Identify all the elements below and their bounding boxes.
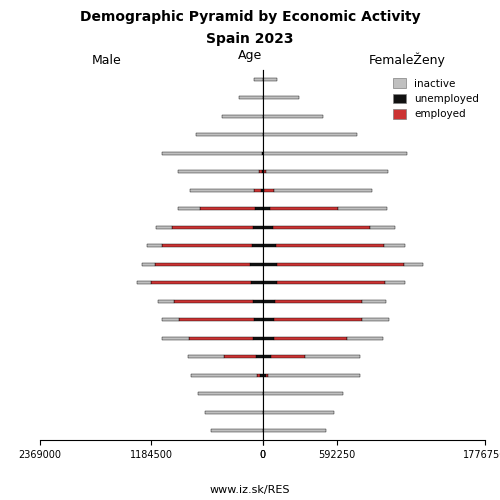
Bar	[262, 188, 264, 192]
Bar	[262, 244, 276, 248]
Bar	[262, 429, 326, 432]
Bar	[277, 281, 384, 284]
Bar	[275, 300, 362, 303]
Bar	[362, 300, 386, 303]
Bar	[262, 374, 266, 377]
Bar	[262, 262, 278, 266]
Bar	[254, 188, 261, 192]
Bar	[268, 374, 360, 377]
Text: Age: Age	[238, 50, 262, 62]
Bar	[304, 355, 360, 358]
Bar	[136, 281, 151, 284]
Bar	[222, 114, 262, 118]
Text: Demographic Pyramid by Economic Activity: Demographic Pyramid by Economic Activity	[80, 10, 420, 24]
Bar	[156, 226, 172, 229]
Bar	[196, 133, 262, 136]
Bar	[189, 336, 252, 340]
Bar	[162, 336, 189, 340]
Bar	[188, 355, 224, 358]
Bar	[262, 170, 264, 173]
Bar	[384, 244, 406, 248]
Bar	[404, 262, 422, 266]
Bar	[274, 226, 370, 229]
Bar	[256, 355, 262, 358]
Bar	[252, 336, 262, 340]
Bar	[270, 207, 338, 210]
Bar	[262, 281, 277, 284]
Bar	[205, 410, 262, 414]
Text: www.iz.sk/RES: www.iz.sk/RES	[210, 485, 290, 495]
Bar	[178, 207, 200, 210]
Bar	[370, 226, 394, 229]
Bar	[262, 78, 277, 81]
Bar	[274, 188, 372, 192]
Bar	[260, 374, 262, 377]
Bar	[162, 318, 180, 322]
Bar	[262, 114, 323, 118]
Bar	[252, 244, 262, 248]
Bar	[347, 336, 382, 340]
Bar	[262, 207, 270, 210]
Bar	[262, 336, 274, 340]
Bar	[253, 300, 262, 303]
Bar	[224, 355, 256, 358]
Bar	[262, 300, 275, 303]
Bar	[252, 226, 262, 229]
Bar	[262, 96, 300, 100]
Bar	[274, 318, 362, 322]
Bar	[261, 188, 262, 192]
Bar	[262, 226, 274, 229]
Bar	[254, 318, 262, 322]
Bar	[191, 374, 256, 377]
Bar	[162, 152, 262, 155]
Bar	[238, 96, 262, 100]
Bar	[262, 355, 271, 358]
Bar	[262, 410, 334, 414]
Bar	[264, 170, 266, 173]
Bar	[256, 374, 260, 377]
Bar	[250, 262, 262, 266]
Bar	[278, 262, 404, 266]
Text: Spain 2023: Spain 2023	[206, 32, 294, 46]
Bar	[198, 392, 262, 396]
Bar	[162, 244, 252, 248]
Bar	[362, 318, 388, 322]
Bar	[251, 281, 262, 284]
Bar	[174, 300, 253, 303]
Bar	[151, 281, 251, 284]
Bar	[212, 429, 262, 432]
Bar	[262, 392, 344, 396]
Bar	[262, 318, 274, 322]
Bar	[156, 262, 250, 266]
Legend: inactive, unemployed, employed: inactive, unemployed, employed	[390, 75, 482, 122]
Bar	[146, 244, 162, 248]
Bar	[254, 78, 262, 81]
Bar	[200, 207, 256, 210]
Title: FemaleŽeny: FemaleŽeny	[368, 53, 446, 68]
Bar	[271, 355, 304, 358]
Bar	[262, 133, 357, 136]
Bar	[256, 207, 262, 210]
Title: Male: Male	[92, 54, 122, 68]
Bar	[266, 374, 268, 377]
Bar	[142, 262, 156, 266]
Bar	[384, 281, 406, 284]
Bar	[190, 188, 254, 192]
Bar	[274, 336, 347, 340]
Bar	[338, 207, 388, 210]
Bar	[266, 170, 388, 173]
Bar	[172, 226, 252, 229]
Bar	[262, 152, 407, 155]
Bar	[178, 170, 260, 173]
Bar	[158, 300, 174, 303]
Bar	[276, 244, 384, 248]
Bar	[264, 188, 274, 192]
Bar	[260, 170, 262, 173]
Bar	[180, 318, 254, 322]
